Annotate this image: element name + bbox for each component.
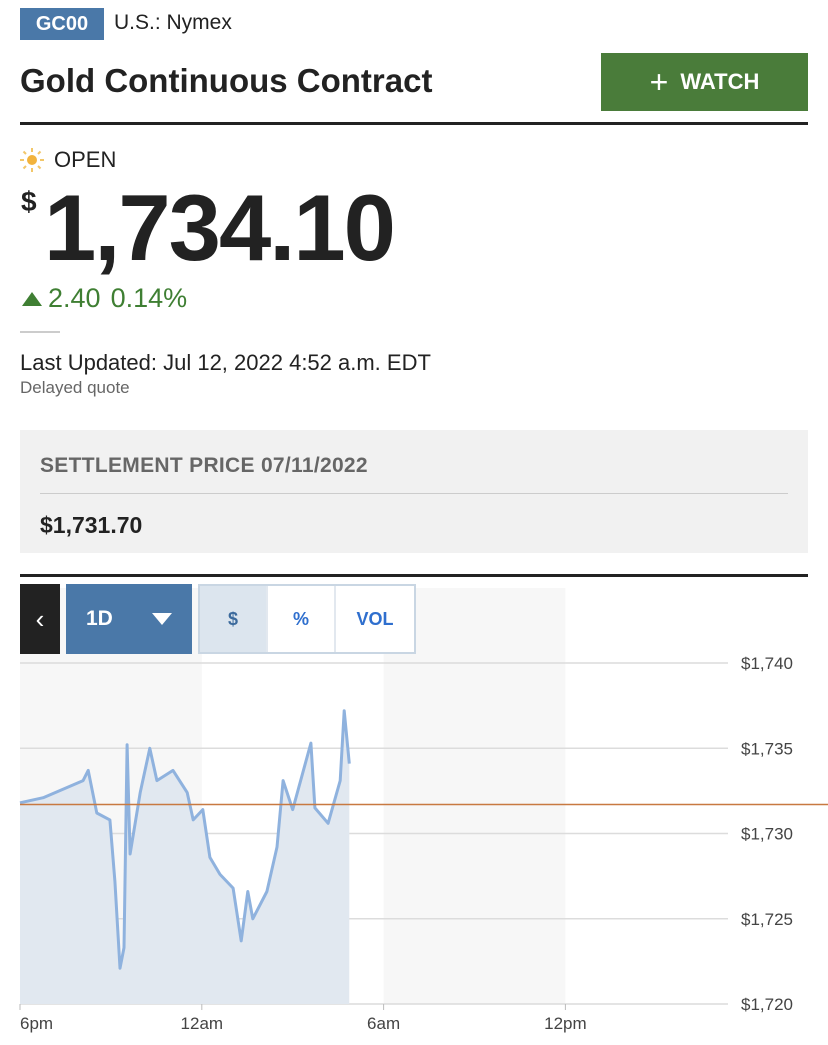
currency-symbol: $ — [21, 186, 37, 217]
x-tick-label: 6am — [367, 1014, 400, 1033]
settlement-label: SETTLEMENT PRICE 07/11/2022 — [40, 454, 368, 477]
status-label: OPEN — [54, 147, 117, 172]
y-tick-label: $1,725 — [741, 910, 793, 929]
plus-icon: + — [649, 64, 669, 100]
last-price: 1,734.10 — [44, 175, 396, 280]
price-change: 2.40 0.14% — [22, 283, 187, 314]
divider — [20, 331, 60, 333]
mode-volume[interactable]: VOL — [336, 586, 414, 652]
x-tick-label: 12am — [181, 1014, 224, 1033]
market-status: OPEN — [20, 147, 116, 173]
sun-icon — [20, 148, 44, 172]
divider — [20, 574, 808, 577]
up-arrow-icon — [22, 291, 42, 306]
divider — [20, 122, 808, 125]
caret-down-icon — [152, 613, 172, 625]
price-chart[interactable]: $1,740 $1,735 $1,730 $1,725 $1,720 6pm 12am 6am… — [0, 578, 828, 1045]
watch-button[interactable]: + WATCH — [601, 53, 808, 111]
y-tick-label: $1,735 — [741, 739, 793, 758]
range-label: 1D — [86, 607, 113, 630]
y-tick-label: $1,730 — [741, 825, 793, 844]
chevron-left-icon[interactable]: ‹ — [20, 584, 60, 654]
mode-percent[interactable]: % — [268, 586, 336, 652]
price-line — [19, 709, 351, 970]
y-tick-label: $1,740 — [741, 654, 793, 673]
last-updated: Last Updated: Jul 12, 2022 4:52 a.m. EDT — [20, 350, 431, 375]
change-percent: 0.14% — [110, 283, 188, 313]
watch-label: WATCH — [680, 69, 760, 94]
page-title: Gold Continuous Contract — [20, 62, 433, 99]
x-tick-label: 6pm — [20, 1014, 53, 1033]
exchange-label: U.S.: Nymex — [114, 11, 232, 34]
mode-toggle[interactable]: $ % VOL — [198, 584, 416, 654]
session-band — [383, 588, 566, 1004]
x-tick-label: 12pm — [544, 1014, 587, 1033]
y-tick-label: $1,720 — [741, 995, 793, 1014]
settlement-value: $1,731.70 — [40, 512, 143, 538]
symbol-badge: GC00 — [20, 8, 104, 40]
settlement-panel: SETTLEMENT PRICE 07/11/2022 $1,731.70 — [20, 430, 808, 553]
price-area — [20, 710, 350, 1004]
mode-dollar[interactable]: $ — [200, 586, 268, 652]
change-value: 2.40 — [48, 283, 101, 313]
range-dropdown[interactable]: 1D — [66, 584, 192, 654]
delayed-note: Delayed quote — [20, 378, 130, 397]
divider — [40, 493, 788, 494]
